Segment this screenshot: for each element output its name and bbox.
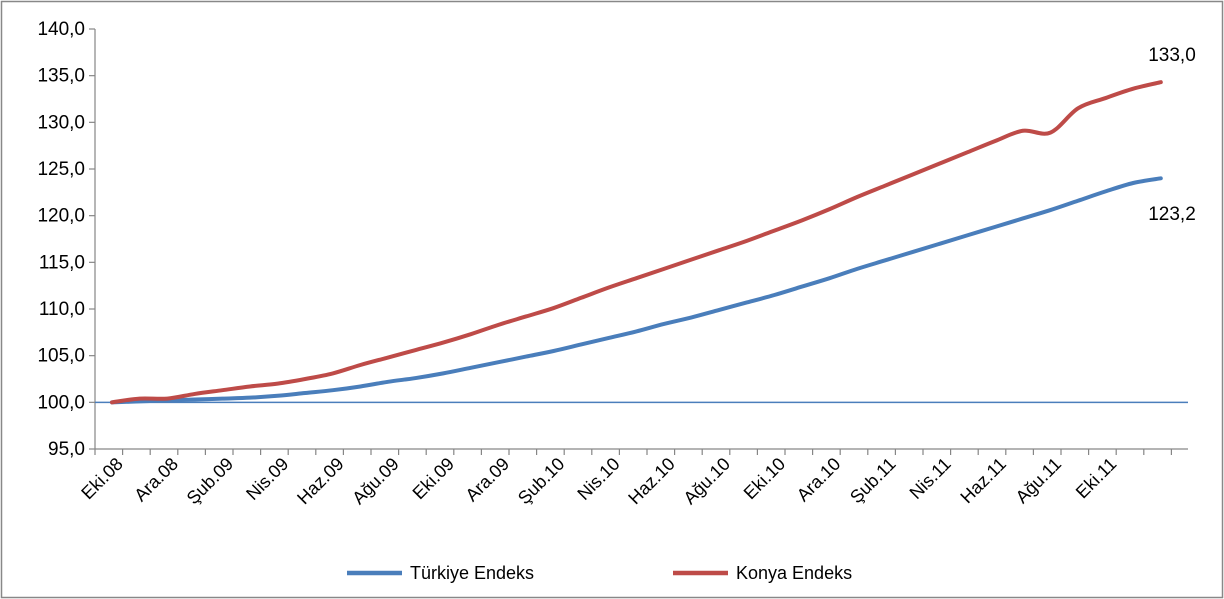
- legend: Türkiye Endeks Konya Endeks: [347, 563, 852, 583]
- end-label-turkiye: 123,2: [1148, 204, 1196, 225]
- y-tick-label: 110,0: [39, 299, 85, 320]
- y-tick-label: 130,0: [37, 112, 85, 133]
- end-label-konya: 133,0: [1148, 45, 1196, 66]
- y-tick-label: 95,0: [48, 439, 85, 460]
- y-tick-label: 105,0: [37, 346, 85, 367]
- legend-label-konya: Konya Endeks: [736, 563, 852, 583]
- series-line-konya: [110, 80, 1163, 405]
- y-tick-label: 120,0: [37, 206, 85, 227]
- series-lines: [95, 80, 1188, 405]
- y-axis: 95,0 100,0 105,0 110,0 115,0 120,0 125,0 130,0 1…: [37, 19, 96, 460]
- y-tick-label: 100,0: [37, 392, 85, 413]
- end-labels: 123,2 133,0: [1148, 45, 1196, 225]
- legend-label-turkiye: Türkiye Endeks: [410, 563, 534, 583]
- y-tick-label: 125,0: [37, 159, 85, 180]
- series-line-turkiye: [110, 176, 1163, 405]
- y-tick-label: 115,0: [39, 252, 85, 273]
- y-tick-label: 135,0: [37, 66, 85, 87]
- y-tick-label: 140,0: [37, 19, 85, 40]
